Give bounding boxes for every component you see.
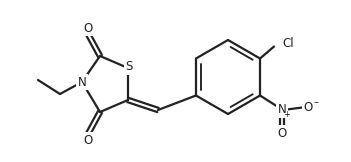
Text: S: S	[125, 60, 133, 74]
Text: O: O	[84, 22, 93, 35]
Text: O: O	[303, 101, 313, 114]
Text: O: O	[84, 133, 93, 146]
Text: N: N	[278, 103, 286, 116]
Text: +: +	[284, 110, 291, 119]
Text: N: N	[78, 75, 86, 88]
Text: O: O	[277, 127, 287, 140]
Text: –: –	[313, 98, 318, 108]
Text: Cl: Cl	[282, 37, 294, 50]
